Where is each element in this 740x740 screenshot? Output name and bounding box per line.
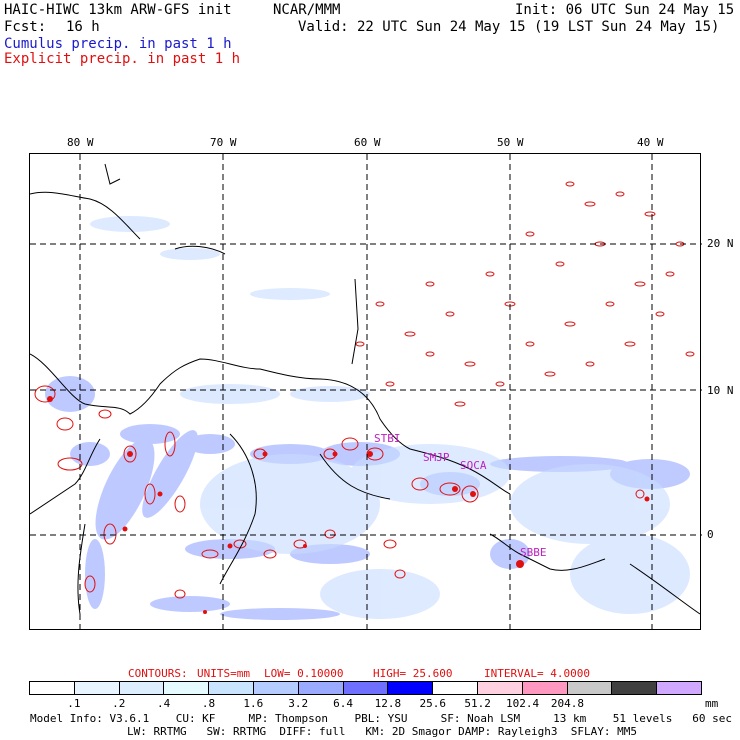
colorbar-tick-label: 102.4	[505, 697, 540, 710]
colorbar-cell	[253, 682, 299, 694]
station-label-stbi: STBI	[374, 432, 401, 445]
colorbar-cell	[30, 682, 75, 694]
light-cumulus-layer	[90, 216, 690, 619]
explicit-precip-layer	[34, 181, 695, 599]
title: HAIC-HIWC 13km ARW-GFS init	[4, 2, 232, 18]
colorbar-cell	[567, 682, 613, 694]
colorbar-cell	[74, 682, 120, 694]
graticule	[30, 154, 702, 631]
contours-interval: INTERVAL= 4.0000	[484, 667, 590, 680]
cumulus-legend: Cumulus precip. in past 1 h	[4, 36, 232, 52]
colorbar-cell	[164, 682, 210, 694]
explicit-legend: Explicit precip. in past 1 h	[4, 51, 241, 67]
station-label-soca: SOCA	[460, 459, 487, 472]
model-info-line1: Model Info: V3.6.1 CU: KF MP: Thompson P…	[30, 712, 732, 725]
colorbar-tick-label: .2	[112, 697, 126, 710]
forecast-label: Fcst:	[4, 19, 47, 35]
contours-units: UNITS=mm	[197, 667, 250, 680]
station-label-sbbe: SBBE	[520, 546, 547, 559]
colorbar-cell	[433, 682, 478, 694]
lon-label-80w: 80 W	[67, 136, 94, 149]
colorbar-cell	[522, 682, 568, 694]
lat-label-0: 0	[707, 528, 714, 541]
colorbar	[29, 681, 702, 695]
colorbar-tick-label: 25.6	[419, 697, 447, 710]
colorbar-cell	[343, 682, 389, 694]
lon-label-50w: 50 W	[497, 136, 524, 149]
lat-label-10n: 10 N	[707, 384, 734, 397]
station-label-smjp: SMJP	[423, 451, 450, 464]
lon-label-70w: 70 W	[210, 136, 237, 149]
forecast-hour: 16 h	[66, 19, 100, 35]
precip-map: STBI SMJP SOCA SBBE	[29, 153, 702, 631]
lat-label-20n: 20 N	[707, 237, 734, 250]
model-center: NCAR/MMM	[273, 2, 341, 18]
colorbar-cell	[298, 682, 344, 694]
contours-high: HIGH= 25.600	[373, 667, 453, 680]
colorbar-unit: mm	[705, 697, 719, 710]
colorbar-tick-label: 3.2	[288, 697, 309, 710]
colorbar-tick-label: .8	[201, 697, 216, 710]
colorbar-tick-label: .1	[67, 697, 81, 710]
colorbar-cell	[657, 682, 701, 694]
colorbar-cell	[612, 682, 658, 694]
valid-time: Valid: 22 UTC Sun 24 May 15 (19 LST Sun …	[298, 19, 720, 35]
colorbar-tick-label: 1.6	[243, 697, 264, 710]
coastlines	[29, 163, 701, 615]
colorbar-cell	[209, 682, 254, 694]
contours-label: CONTOURS:	[128, 667, 188, 680]
lon-label-60w: 60 W	[354, 136, 381, 149]
model-info-line2: LW: RRTMG SW: RRTMG DIFF: full KM: 2D Sm…	[127, 725, 637, 738]
init-time: Init: 06 UTC Sun 24 May 15	[515, 2, 735, 18]
colorbar-tick-label: 12.8	[374, 697, 402, 710]
colorbar-tick-label: .4	[156, 697, 171, 710]
colorbar-tick-label: 51.2	[464, 697, 491, 710]
colorbar-cell	[388, 682, 434, 694]
colorbar-cell	[477, 682, 523, 694]
heavy-precip-cores	[47, 396, 650, 614]
map-canvas	[29, 154, 702, 631]
contours-low: LOW= 0.10000	[264, 667, 344, 680]
lon-label-40w: 40 W	[637, 136, 664, 149]
colorbar-cell	[119, 682, 165, 694]
colorbar-tick-label: 6.4	[333, 697, 353, 710]
colorbar-tick-label: 204.8	[550, 697, 584, 710]
